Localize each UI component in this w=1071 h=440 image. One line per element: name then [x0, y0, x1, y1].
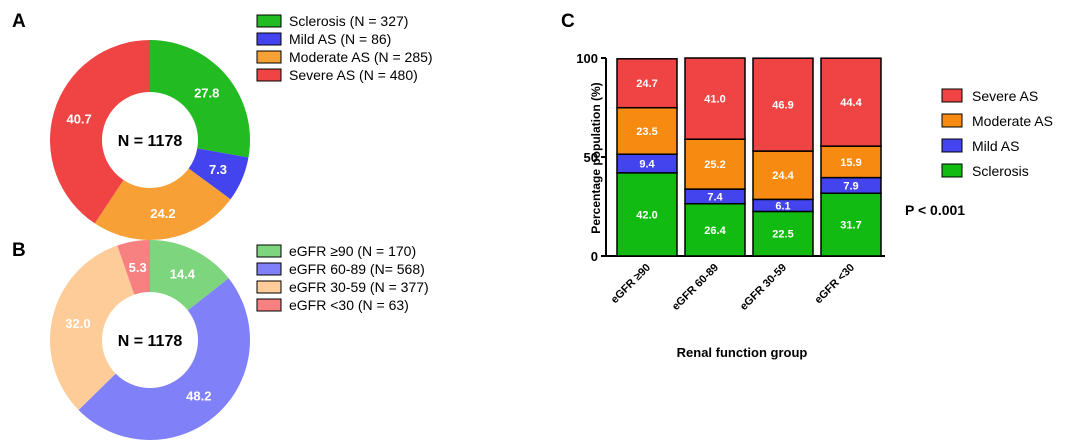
bar-value-label: 7.4: [707, 191, 723, 203]
bar-value-label: 31.7: [840, 220, 861, 232]
bar-value-label: 44.4: [840, 97, 862, 109]
donut-slice-2: [78, 278, 250, 440]
donut-slice-1: [150, 40, 250, 158]
legend-entry: Severe AS: [972, 88, 1038, 104]
bar-value-label: 7.9: [843, 180, 858, 192]
bar-segment: [820, 192, 882, 257]
bar-segment: [752, 210, 814, 257]
legend-swatch: [941, 113, 963, 128]
bar-segment: [752, 57, 814, 152]
slice-value-label: 7.3: [209, 162, 227, 177]
legend-entry: eGFR <30 (N = 63): [289, 297, 409, 313]
x-axis-label: Renal function group: [677, 345, 808, 360]
bar-value-label: 25.2: [704, 159, 725, 171]
legend-a: Sclerosis (N = 327) Mild AS (N = 86) Moder…: [256, 13, 433, 83]
x-tick-label: eGFR <30: [813, 262, 858, 307]
donut-slice-3: [94, 168, 231, 240]
donut-slice-1: [150, 240, 229, 311]
slice-value-label: 40.7: [66, 112, 91, 127]
x-tick-label: eGFR 30-59: [738, 262, 789, 313]
donut-slice-3: [49, 245, 135, 410]
bar-value-label: 24.4: [772, 170, 794, 182]
donut-slice-2: [188, 148, 249, 200]
bar-segment: [684, 202, 746, 257]
legend-swatch: [941, 88, 963, 103]
bar-segment: [820, 145, 882, 179]
bar-segment: [616, 58, 678, 109]
legend-b: eGFR ≥90 (N = 170) eGFR 60-89 (N= 568) eGF…: [256, 243, 429, 313]
bar-segment: [684, 138, 746, 190]
bar-value-label: 23.5: [636, 126, 657, 138]
y-tick-label: 100: [576, 51, 598, 66]
bar-value-label: 24.7: [636, 78, 657, 90]
x-tick-label: eGFR ≥90: [609, 262, 653, 306]
legend-swatch: [256, 50, 282, 64]
slice-value-label: 32.0: [65, 316, 90, 331]
donut-chart-b: 14.4 48.2 32.0 5.3 N = 1178: [49, 240, 250, 440]
bar-segment: [820, 57, 882, 147]
bar-value-label: 6.1: [775, 200, 790, 212]
legend-entry: Moderate AS (N = 285): [289, 49, 433, 65]
stacked-bar-chart-c: 0 50 100 42.0 9.4 23.5 24.7 eGFR ≥90 26.4 7.4 25.2…: [576, 51, 885, 313]
legend-entry: Mild AS: [972, 138, 1019, 154]
p-value-annotation: P < 0.001: [905, 202, 965, 218]
legend-entry: eGFR ≥90 (N = 170): [289, 243, 416, 259]
legend-swatch: [256, 298, 282, 312]
legend-swatch: [256, 280, 282, 294]
slice-value-label: 27.8: [194, 85, 219, 100]
bar-segment: [684, 57, 746, 140]
legend-c: Severe AS Moderate AS Mild AS Sclerosis: [941, 88, 1053, 179]
legend-entry: Sclerosis (N = 327): [289, 13, 408, 29]
legend-swatch: [256, 262, 282, 276]
panel-letter-a: A: [12, 11, 26, 32]
bar-value-label: 41.0: [704, 94, 725, 106]
panel-letter-c: C: [561, 11, 575, 32]
legend-entry: eGFR 30-59 (N = 377): [289, 279, 429, 295]
legend-swatch: [256, 32, 282, 46]
donut-chart-a: 27.8 7.3 24.2 40.7 N = 1178: [49, 40, 250, 240]
bar-segment: [616, 172, 678, 257]
donut-slice-4: [117, 240, 150, 295]
bar-value-label: 22.5: [772, 229, 793, 241]
legend-swatch: [941, 138, 963, 153]
bar-segment: [616, 106, 678, 155]
bar-value-label: 15.9: [840, 157, 861, 169]
bar-value-label: 46.9: [772, 100, 793, 112]
legend-swatch: [256, 244, 282, 258]
legend-entry: Severe AS (N = 480): [289, 67, 418, 83]
bar-value-label: 42.0: [636, 209, 657, 221]
legend-swatch: [941, 163, 963, 178]
legend-swatch: [256, 68, 282, 82]
slice-value-label: 14.4: [170, 266, 196, 281]
slice-value-label: 48.2: [186, 389, 211, 404]
slice-value-label: 5.3: [129, 260, 147, 275]
legend-swatch: [256, 14, 282, 28]
legend-entry: Sclerosis: [972, 163, 1029, 179]
panel-letter-b: B: [12, 240, 26, 261]
y-tick-label: 50: [584, 150, 598, 165]
legend-entry: Mild AS (N = 86): [289, 31, 391, 47]
legend-entry: eGFR 60-89 (N= 568): [289, 261, 425, 277]
bar-value-label: 9.4: [639, 159, 655, 171]
bar-value-label: 26.4: [704, 225, 726, 237]
legend-entry: Moderate AS: [972, 113, 1053, 129]
donut-slice-4: [49, 40, 150, 224]
x-tick-label: eGFR 60-89: [670, 262, 721, 313]
donut-center-label: N = 1178: [118, 133, 183, 150]
y-axis-label: Percentage population (%): [589, 82, 603, 233]
y-tick-label: 0: [591, 249, 598, 264]
slice-value-label: 24.2: [150, 206, 175, 221]
donut-center-label: N = 1178: [118, 333, 183, 350]
